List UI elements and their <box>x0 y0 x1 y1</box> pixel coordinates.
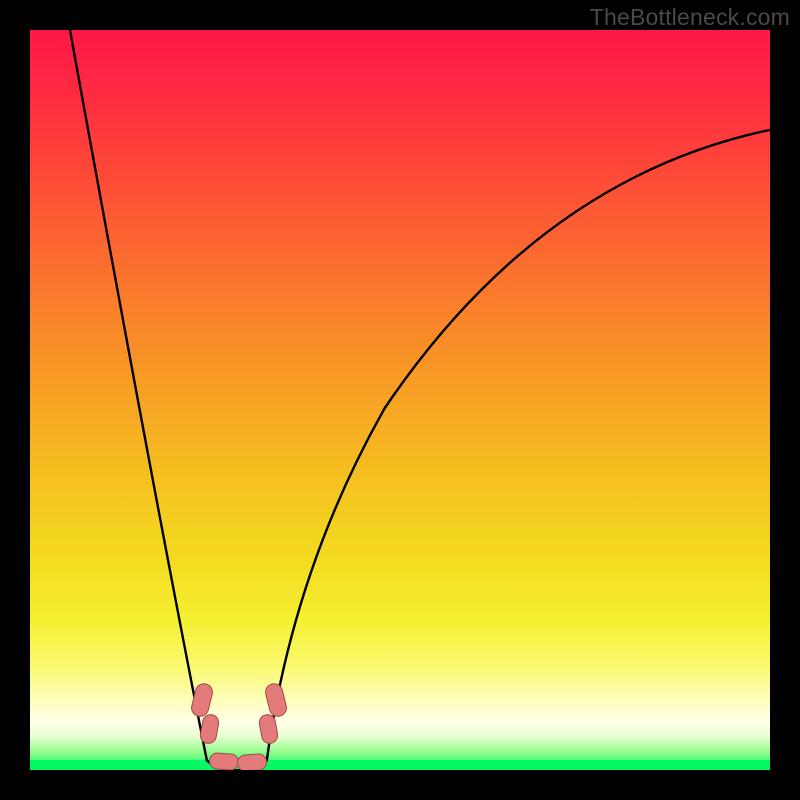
bottleneck-curve <box>30 30 770 770</box>
watermark-text: TheBottleneck.com <box>590 4 790 31</box>
curve-marker <box>208 752 239 770</box>
curve-marker <box>236 753 267 770</box>
plot-area <box>30 30 770 770</box>
